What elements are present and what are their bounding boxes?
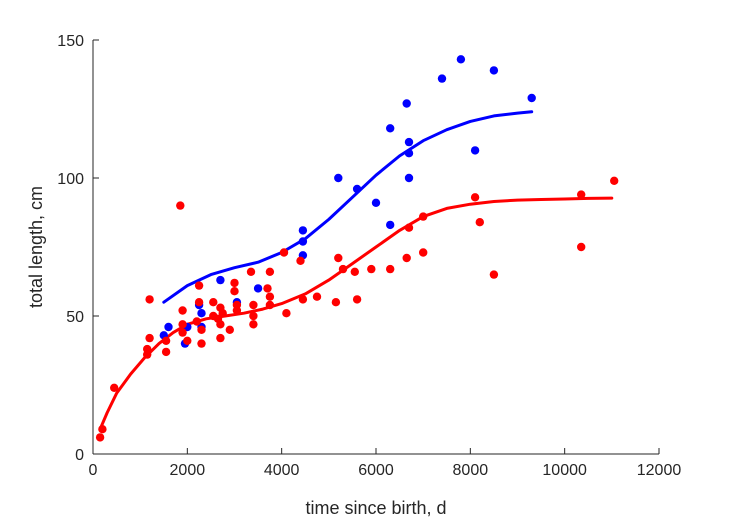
data-point-series-2 <box>249 311 258 321</box>
data-point-series-2 <box>246 267 256 276</box>
data-point-series-1 <box>489 66 499 75</box>
data-point-series-2 <box>265 267 275 276</box>
data-point-series-2 <box>95 433 105 442</box>
x-tick-label: 2000 <box>170 462 206 479</box>
data-point-series-2 <box>230 287 239 296</box>
data-point-series-1 <box>404 137 414 147</box>
data-point-series-1 <box>371 198 381 207</box>
data-point-series-2 <box>232 306 242 315</box>
data-point-series-2 <box>279 248 289 257</box>
x-tick-label: 0 <box>89 462 98 479</box>
data-point-series-1 <box>404 173 414 183</box>
y-tick-label: 0 <box>75 447 84 464</box>
data-point-series-2 <box>209 298 218 307</box>
data-point-series-2 <box>161 336 171 345</box>
data-point-series-1 <box>456 55 466 64</box>
data-points <box>95 55 619 442</box>
data-point-series-2 <box>386 264 395 274</box>
data-point-series-2 <box>263 284 272 293</box>
fit-line-series-1 <box>162 110 534 304</box>
x-tick-label: 8000 <box>453 462 489 479</box>
x-axis-title: time since birth, d <box>305 498 446 518</box>
data-point-series-2 <box>225 325 234 334</box>
data-point-series-2 <box>350 267 359 276</box>
data-point-series-2 <box>110 383 119 392</box>
data-point-series-2 <box>298 295 308 304</box>
data-point-series-2 <box>178 328 187 337</box>
axes: 0 2000 4000 6000 8000 10000 12000 0 50 100 150 <box>57 33 681 479</box>
data-point-series-2 <box>331 298 341 307</box>
data-point-series-1 <box>470 146 480 155</box>
data-point-series-2 <box>470 193 480 202</box>
data-point-series-2 <box>402 253 411 263</box>
data-point-series-2 <box>367 264 376 274</box>
y-tick-label: 150 <box>57 33 84 50</box>
data-point-series-1 <box>164 322 173 332</box>
data-point-series-2 <box>282 309 291 318</box>
x-tick-label: 4000 <box>264 462 300 479</box>
data-point-series-1 <box>437 74 447 83</box>
data-point-series-2 <box>230 278 239 288</box>
data-point-series-2 <box>265 300 275 310</box>
data-point-series-1 <box>334 173 343 183</box>
data-point-series-2 <box>176 201 185 210</box>
data-point-series-2 <box>216 333 225 343</box>
y-tick-label: 100 <box>57 171 84 188</box>
data-point-series-2 <box>178 320 187 329</box>
data-point-series-2 <box>419 248 428 257</box>
data-point-series-1 <box>197 309 206 318</box>
data-point-series-2 <box>610 176 619 185</box>
data-point-series-1 <box>298 237 308 246</box>
data-point-series-1 <box>527 93 536 103</box>
data-point-series-1 <box>253 284 263 293</box>
data-point-series-2 <box>197 339 206 348</box>
data-point-series-1 <box>404 149 414 158</box>
data-point-series-2 <box>312 292 322 301</box>
y-tick-label: 50 <box>66 309 84 326</box>
data-point-series-2 <box>145 333 154 343</box>
data-point-series-2 <box>249 300 258 310</box>
data-point-series-2 <box>161 347 171 357</box>
data-point-series-2 <box>338 264 348 274</box>
data-point-series-2 <box>249 320 258 329</box>
data-point-series-2 <box>143 344 152 354</box>
data-point-series-2 <box>194 281 204 290</box>
data-point-series-2 <box>194 298 204 307</box>
x-tick-label: 6000 <box>358 462 394 479</box>
data-point-series-2 <box>192 317 201 326</box>
data-point-series-1 <box>216 275 225 285</box>
data-point-series-1 <box>386 220 395 230</box>
data-point-series-2 <box>183 336 192 345</box>
data-point-series-2 <box>489 270 499 279</box>
data-point-series-2 <box>577 190 586 199</box>
data-point-series-2 <box>419 212 428 221</box>
data-point-series-1 <box>402 99 411 108</box>
data-point-series-2 <box>265 292 275 301</box>
data-point-series-1 <box>298 226 308 235</box>
x-tick-label: 12000 <box>637 462 682 479</box>
data-point-series-2 <box>475 218 484 227</box>
data-point-series-2 <box>296 256 305 265</box>
data-point-series-2 <box>352 295 362 304</box>
data-point-series-1 <box>352 184 362 194</box>
data-point-series-2 <box>218 309 227 318</box>
y-axis-title: total length, cm <box>26 186 46 308</box>
data-point-series-2 <box>334 253 343 263</box>
data-point-series-2 <box>577 242 586 252</box>
x-tick-label: 10000 <box>542 462 587 479</box>
data-point-series-2 <box>178 306 187 315</box>
data-point-series-2 <box>145 295 154 304</box>
data-point-series-2 <box>404 223 414 232</box>
data-point-series-2 <box>98 425 107 434</box>
data-point-series-1 <box>386 124 395 133</box>
data-point-series-2 <box>216 320 225 329</box>
data-point-series-2 <box>197 325 206 334</box>
